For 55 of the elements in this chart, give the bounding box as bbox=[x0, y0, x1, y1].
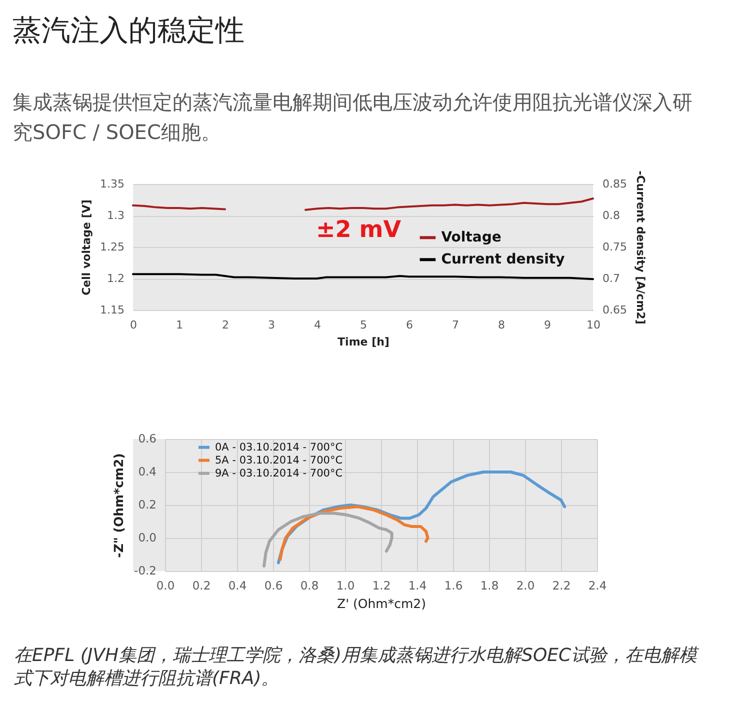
y-tick-label: -0.2 bbox=[134, 564, 156, 578]
chart-title: 蒸汽注入的稳定性 bbox=[12, 13, 245, 48]
x-tick-label: 1 bbox=[176, 318, 183, 332]
x-tick-label: 10 bbox=[586, 318, 600, 332]
legend-label: 9A - 03.10.2014 - 700°C bbox=[215, 467, 343, 480]
x-tick-label: 2.0 bbox=[516, 578, 535, 592]
x-tick-label: 0.0 bbox=[156, 578, 175, 592]
x-tick-label: 0 bbox=[130, 318, 137, 332]
x-tick-label: 5 bbox=[360, 318, 367, 332]
x-axis-title: Z' (Ohm*cm2) bbox=[337, 596, 426, 611]
y-tick-label: 0.0 bbox=[138, 530, 156, 544]
x-tick-label: 0.8 bbox=[300, 578, 319, 592]
x-tick-label: 0.4 bbox=[228, 578, 247, 592]
x-tick-label: 2 bbox=[222, 318, 229, 332]
line-series bbox=[262, 512, 394, 568]
x-tick-label: 7 bbox=[452, 318, 459, 332]
x-tick-label: 1.6 bbox=[444, 578, 463, 592]
y-tick-label: 1.2 bbox=[107, 272, 124, 285]
y-tick-label: 0.6 bbox=[138, 432, 156, 446]
x-tick-label: 2.4 bbox=[588, 578, 607, 592]
x-tick-label: 0.6 bbox=[264, 578, 283, 592]
legend-label: 0A - 03.10.2014 - 700°C bbox=[215, 441, 343, 454]
y2-axis-title: -Current density [A/cm2] bbox=[634, 170, 647, 324]
x-tick-label: 6 bbox=[406, 318, 413, 332]
x-tick-label: 0.2 bbox=[192, 578, 211, 592]
y-tick-label: 0.2 bbox=[138, 498, 156, 512]
annotation: ±2 mV bbox=[316, 217, 402, 243]
y2-tick-label: 0.75 bbox=[602, 240, 627, 254]
x-tick-label: 3 bbox=[268, 318, 275, 332]
legend-label: Current density bbox=[441, 252, 565, 268]
x-tick-label: 4 bbox=[314, 318, 321, 332]
y-axis-title: Cell voltage [V] bbox=[80, 200, 94, 296]
x-tick-label: 2.2 bbox=[552, 578, 571, 592]
chart-subtitle: 集成蒸锅提供恒定的蒸汽流量电解期间低电压波动允许使用阻抗光谱仪深入研究SOFC / SOEC细胞。 bbox=[12, 90, 693, 144]
x-tick-label: 1.8 bbox=[480, 578, 499, 592]
x-tick-label: 9 bbox=[544, 318, 551, 332]
y2-tick-label: 0.7 bbox=[602, 272, 620, 285]
y-tick-label: 0.4 bbox=[138, 464, 156, 478]
legend-label: Voltage bbox=[441, 230, 502, 246]
y-tick-label: 1.35 bbox=[100, 178, 124, 190]
y-tick-label: 1.25 bbox=[100, 240, 124, 254]
legend-label: 5A - 03.10.2014 - 700°C bbox=[215, 454, 343, 466]
x-tick-label: 1.4 bbox=[408, 578, 427, 592]
y2-tick-label: 0.85 bbox=[602, 178, 627, 190]
x-axis-title: Time [h] bbox=[338, 336, 390, 348]
x-tick-label: 1.0 bbox=[336, 578, 355, 592]
text: 在EPFL (JVH集团，瑞士理工学院，洛桑)用集成蒸锅进行水电解SOEC试验，在电解模式下对电解槽进行阻抗谱(FRA)。 bbox=[14, 645, 700, 689]
y2-tick-label: 0.65 bbox=[602, 304, 627, 316]
y-tick-label: 1.15 bbox=[100, 304, 124, 316]
y-tick-label: 1.3 bbox=[107, 209, 124, 222]
y2-tick-label: 0.8 bbox=[602, 209, 620, 222]
x-tick-label: 8 bbox=[498, 318, 505, 332]
line-series bbox=[278, 505, 430, 561]
y-axis-title: -Z" (Ohm*cm2) bbox=[111, 453, 126, 558]
x-tick-label: 1.2 bbox=[372, 578, 391, 592]
